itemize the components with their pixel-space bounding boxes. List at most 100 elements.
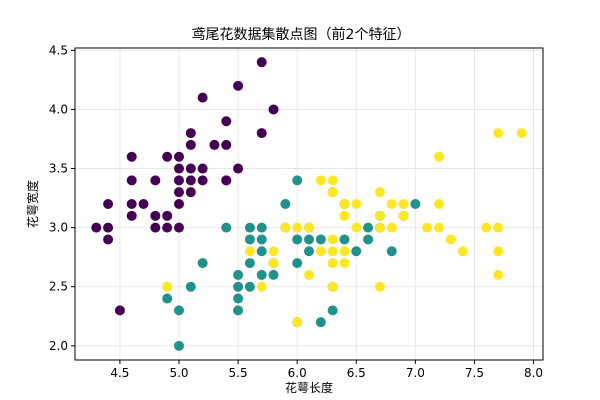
data-point-class-2 xyxy=(493,246,504,257)
data-point-class-1 xyxy=(174,340,184,351)
data-point-class-2 xyxy=(398,199,409,209)
data-point-class-0 xyxy=(233,163,244,174)
data-point-class-2 xyxy=(374,281,385,292)
data-point-class-2 xyxy=(315,246,326,257)
data-point-class-0 xyxy=(221,116,232,127)
data-point-class-1 xyxy=(256,269,267,280)
y-tick-label: 4.0 xyxy=(49,102,68,116)
data-point-class-2 xyxy=(327,246,338,257)
data-point-class-1 xyxy=(185,281,196,292)
data-point-class-2 xyxy=(327,187,338,198)
data-point-class-1 xyxy=(174,305,184,316)
data-point-class-1 xyxy=(327,305,338,316)
data-point-class-0 xyxy=(138,199,149,209)
x-tick-label: 4.5 xyxy=(110,366,129,380)
data-point-class-1 xyxy=(304,246,314,257)
x-tick-label: 7.5 xyxy=(465,366,484,380)
data-point-class-2 xyxy=(351,222,362,233)
y-tick-label: 3.0 xyxy=(49,221,68,235)
data-point-class-2 xyxy=(386,199,397,209)
data-point-class-0 xyxy=(197,175,208,186)
x-tick-label: 5.5 xyxy=(229,366,248,380)
data-point-class-0 xyxy=(185,139,196,150)
data-point-class-1 xyxy=(386,246,397,257)
data-point-class-0 xyxy=(174,151,184,162)
data-point-class-0 xyxy=(185,175,196,186)
data-point-class-0 xyxy=(185,128,196,139)
y-tick-label: 2.5 xyxy=(49,280,68,294)
data-point-class-2 xyxy=(445,234,456,245)
data-point-class-2 xyxy=(434,199,444,209)
data-point-class-1 xyxy=(292,258,303,269)
data-point-class-2 xyxy=(493,128,504,139)
data-point-class-1 xyxy=(363,222,374,233)
data-point-class-0 xyxy=(91,222,102,233)
x-tick-label: 8.0 xyxy=(524,366,543,380)
x-tick-label: 5.0 xyxy=(169,366,188,380)
y-tick-label: 2.0 xyxy=(49,339,68,353)
data-point-class-2 xyxy=(516,128,527,139)
chart-title: 鸢尾花数据集散点图（前2个特征） xyxy=(192,26,411,43)
data-point-class-2 xyxy=(374,187,385,198)
data-point-class-0 xyxy=(114,305,125,316)
data-point-class-1 xyxy=(221,222,232,233)
data-point-class-1 xyxy=(315,317,326,328)
data-point-class-2 xyxy=(327,258,338,269)
data-point-class-0 xyxy=(150,222,161,233)
data-point-class-0 xyxy=(174,163,184,174)
data-point-class-1 xyxy=(162,293,173,304)
data-point-class-0 xyxy=(221,139,232,150)
data-point-class-1 xyxy=(233,305,244,316)
data-point-class-2 xyxy=(493,269,504,280)
data-point-class-1 xyxy=(197,258,208,269)
data-point-class-0 xyxy=(174,199,184,209)
data-point-class-0 xyxy=(268,104,279,115)
data-point-class-2 xyxy=(422,222,433,233)
data-point-class-2 xyxy=(292,317,303,328)
data-point-class-2 xyxy=(398,210,409,221)
data-point-class-1 xyxy=(363,234,374,245)
x-tick-label: 6.0 xyxy=(288,366,307,380)
data-point-class-0 xyxy=(174,187,184,198)
data-point-class-2 xyxy=(304,269,314,280)
data-point-class-2 xyxy=(351,199,362,209)
data-point-class-2 xyxy=(457,246,468,257)
data-point-class-2 xyxy=(304,222,314,233)
data-point-class-0 xyxy=(150,175,161,186)
data-point-class-2 xyxy=(244,246,255,257)
data-point-class-1 xyxy=(292,234,303,245)
data-point-class-2 xyxy=(339,258,350,269)
data-point-class-2 xyxy=(481,222,492,233)
data-point-class-1 xyxy=(244,234,255,245)
data-point-class-1 xyxy=(315,234,326,245)
data-point-class-2 xyxy=(162,281,173,292)
data-point-class-2 xyxy=(327,175,338,186)
data-point-class-2 xyxy=(256,281,267,292)
x-tick-label: 6.5 xyxy=(347,366,366,380)
data-point-class-2 xyxy=(292,222,303,233)
data-point-class-1 xyxy=(304,234,314,245)
data-point-class-0 xyxy=(256,128,267,139)
data-point-class-1 xyxy=(244,222,255,233)
data-point-class-2 xyxy=(339,210,350,221)
data-point-class-0 xyxy=(221,175,232,186)
y-tick-label: 3.5 xyxy=(49,162,68,176)
data-point-class-0 xyxy=(150,210,161,221)
data-point-class-0 xyxy=(185,163,196,174)
data-point-class-1 xyxy=(280,199,291,209)
data-point-class-1 xyxy=(256,234,267,245)
data-point-class-0 xyxy=(126,175,137,186)
data-point-class-2 xyxy=(327,281,338,292)
x-tick-label: 7.0 xyxy=(406,366,425,380)
data-point-class-1 xyxy=(244,281,255,292)
y-axis-label: 花萼宽度 xyxy=(25,180,40,228)
x-axis-label: 花萼长度 xyxy=(285,380,333,395)
data-point-class-0 xyxy=(162,222,173,233)
data-point-class-2 xyxy=(315,175,326,186)
data-point-class-0 xyxy=(103,234,114,245)
data-point-class-2 xyxy=(386,222,397,233)
data-point-class-1 xyxy=(268,269,279,280)
y-tick-label: 4.5 xyxy=(49,43,68,57)
